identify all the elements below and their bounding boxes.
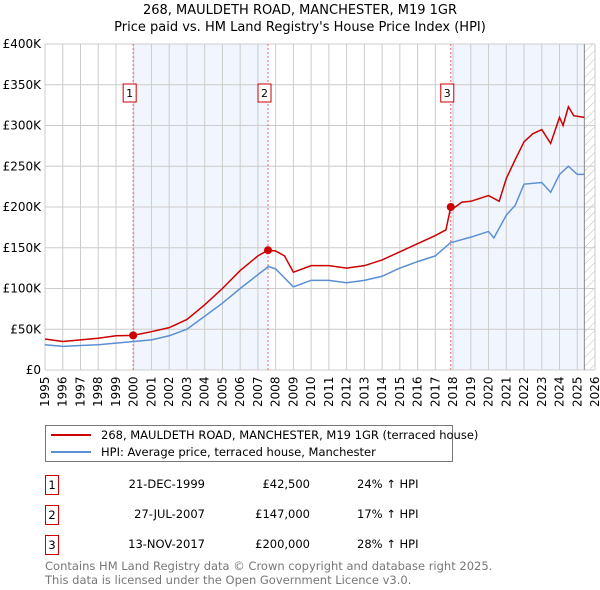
hpi-diff: 24% ↑ HPI [357, 477, 419, 491]
plot-area: 1995 1996 1997 1998 1999 2000 2001 2002 2003 2004… [3, 37, 600, 407]
x-tick-label: 2000 [127, 376, 141, 407]
x-tick-label: 2011 [322, 376, 336, 407]
y-tick-label: £300K [3, 119, 43, 133]
x-tick-label: 2013 [357, 376, 371, 407]
marker-badge: 2 [45, 505, 59, 525]
footer-copyright: Contains HM Land Registry data © Crown c… [45, 559, 493, 573]
legend: 268, MAULDETH ROAD, MANCHESTER, M19 1GR … [45, 425, 478, 462]
y-tick-label: £0 [26, 363, 41, 377]
x-tick-label: 2020 [482, 376, 496, 407]
sale-label-box [257, 83, 272, 103]
chart-subtitle: Price paid vs. HM Land Registry's House … [114, 20, 486, 35]
x-tick-label: 2019 [464, 376, 478, 407]
x-tick-label: 2007 [251, 376, 265, 407]
x-tick-label: 2004 [198, 376, 212, 407]
x-tick-label: 2008 [269, 376, 283, 407]
hpi-diff: 17% ↑ HPI [357, 507, 419, 521]
legend-label: 268, MAULDETH ROAD, MANCHESTER, M19 1GR … [101, 428, 479, 442]
x-tick-label: 2017 [428, 376, 442, 407]
x-tick-label: 2006 [233, 376, 247, 407]
sale-label-box [440, 83, 455, 103]
x-tick-label: 2003 [180, 376, 194, 407]
x-tick-label: 1997 [73, 376, 87, 407]
chart-title: 268, MAULDETH ROAD, MANCHESTER, M19 1GR [142, 3, 458, 18]
x-tick-label: 1995 [38, 376, 52, 407]
sale-point [446, 203, 455, 211]
x-tick-label: 2010 [304, 376, 318, 407]
x-tick-label: 2002 [162, 376, 176, 407]
y-tick-label: £100K [3, 282, 43, 296]
x-tick-label: 2018 [446, 376, 460, 407]
sale-price: £147,000 [255, 507, 310, 521]
sale-date: 21-DEC-1999 [128, 477, 205, 491]
sale-point [264, 246, 273, 255]
x-tick-label: 2023 [535, 376, 549, 407]
legend-swatch-red [51, 434, 91, 436]
x-tick-label: 2025 [570, 376, 584, 407]
footer-licence: This data is licensed under the Open Gov… [45, 573, 412, 587]
hpi-line [44, 165, 585, 348]
legend-item-hpi: HPI: Average price, terraced house, Manc… [51, 444, 376, 460]
property-price-line [44, 104, 585, 343]
sale-label: 3 [444, 87, 451, 100]
x-tick-label: 2009 [286, 376, 300, 407]
x-tick-label: 2001 [144, 376, 158, 407]
y-tick-label: £200K [3, 200, 43, 214]
x-tick-label: 1998 [91, 376, 105, 407]
x-tick-label: 2026 [588, 376, 600, 407]
x-tick-label: 1996 [56, 376, 70, 407]
y-tick-label: £250K [3, 159, 43, 173]
legend-swatch-blue [51, 451, 91, 453]
sale-date: 27-JUL-2007 [134, 507, 205, 521]
x-tick-label: 2014 [375, 376, 389, 407]
sale-point [129, 331, 138, 340]
x-tick-label: 2021 [499, 376, 513, 407]
x-tick-label: 2015 [393, 376, 407, 407]
marker-badge: 1 [45, 475, 59, 495]
sale-date: 13-NOV-2017 [128, 537, 205, 551]
x-tick-label: 2024 [553, 376, 567, 407]
x-tick-label: 2005 [215, 376, 229, 407]
sale-price: £200,000 [255, 537, 310, 551]
marker-badge: 3 [45, 535, 59, 555]
x-tick-label: 2022 [517, 376, 531, 407]
sale-label-box [122, 83, 137, 103]
x-tick-label: 2016 [411, 376, 425, 407]
y-tick-label: £150K [3, 241, 43, 255]
y-tick-label: £50K [10, 322, 42, 336]
hpi-diff: 28% ↑ HPI [357, 537, 419, 551]
legend-label: HPI: Average price, terraced house, Manc… [101, 445, 376, 459]
y-tick-label: £350K [3, 78, 43, 92]
y-tick-label: £400K [3, 37, 43, 51]
x-tick-label: 1999 [109, 376, 123, 407]
legend-item-property: 268, MAULDETH ROAD, MANCHESTER, M19 1GR … [51, 427, 478, 443]
x-tick-label: 2012 [340, 376, 354, 407]
sale-label: 1 [126, 87, 133, 100]
sale-label: 2 [261, 87, 268, 100]
sale-price: £42,500 [262, 477, 310, 491]
